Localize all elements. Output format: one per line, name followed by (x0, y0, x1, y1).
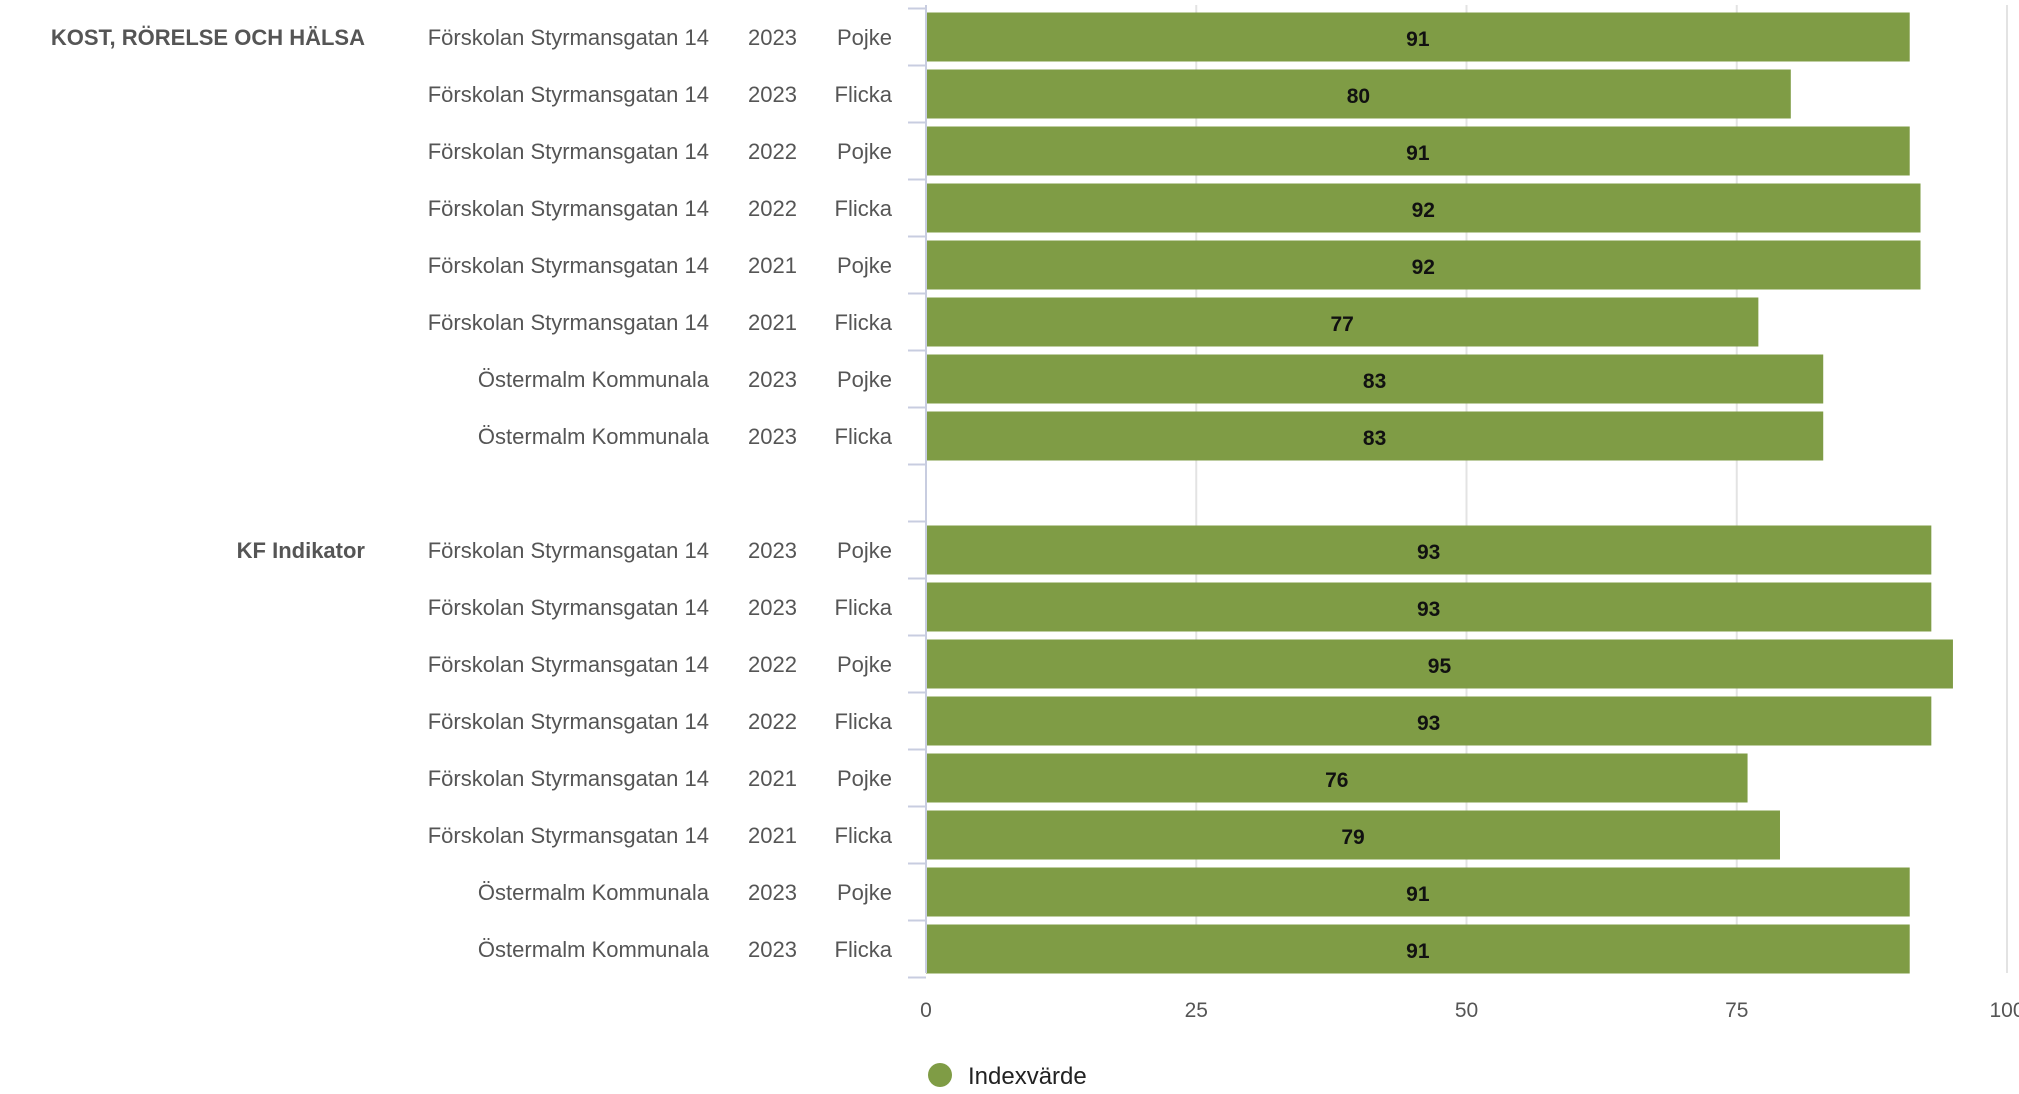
data-label: 83 (1363, 370, 1386, 393)
legend-label[interactable]: Indexvärde (968, 1063, 1087, 1090)
bar[interactable] (926, 810, 1780, 860)
bar[interactable] (926, 753, 1748, 803)
category-unit-label: Förskolan Styrmansgatan 14 (428, 823, 709, 848)
category-unit-label: Förskolan Styrmansgatan 14 (428, 82, 709, 107)
legend-marker[interactable] (928, 1063, 952, 1087)
category-unit-label: Förskolan Styrmansgatan 14 (428, 196, 709, 221)
category-unit-label: Förskolan Styrmansgatan 14 (428, 538, 709, 563)
category-year-label: 2022 (748, 139, 797, 164)
x-tick-label: 0 (920, 999, 932, 1022)
category-year-label: 2023 (748, 538, 797, 563)
bar[interactable] (926, 582, 1932, 632)
category-gender-label: Flicka (835, 82, 893, 107)
category-gender-label: Flicka (835, 595, 893, 620)
data-label: 80 (1347, 85, 1370, 108)
category-gender-label: Flicka (835, 310, 893, 335)
data-label: 83 (1363, 427, 1386, 450)
data-label: 91 (1406, 142, 1430, 165)
bar[interactable] (926, 924, 1910, 974)
category-gender-label: Pojke (837, 253, 892, 278)
category-year-label: 2023 (748, 367, 797, 392)
bar[interactable] (926, 867, 1910, 917)
bar[interactable] (926, 639, 1953, 689)
category-year-label: 2023 (748, 82, 797, 107)
category-unit-label: Förskolan Styrmansgatan 14 (428, 310, 709, 335)
axis-layer: 0 25 50 75 100 (908, 5, 2019, 1022)
category-unit-label: Förskolan Styrmansgatan 14 (428, 139, 709, 164)
category-year-label: 2023 (748, 25, 797, 50)
data-label: 93 (1417, 598, 1440, 621)
category-unit-label: Östermalm Kommunala (478, 424, 710, 449)
category-gender-label: Pojke (837, 538, 892, 563)
bar[interactable] (926, 354, 1824, 404)
category-gender-label: Flicka (835, 709, 893, 734)
category-unit-label: Östermalm Kommunala (478, 937, 710, 962)
category-year-label: 2021 (748, 310, 797, 335)
bar[interactable] (926, 240, 1921, 290)
bar[interactable] (926, 183, 1921, 233)
data-label: 77 (1331, 313, 1354, 336)
category-year-label: 2021 (748, 766, 797, 791)
data-label: 92 (1412, 199, 1435, 222)
category-gender-label: Pojke (837, 652, 892, 677)
x-tick-label: 75 (1725, 999, 1748, 1022)
group-label: KF Indikator (237, 538, 366, 563)
x-tick-label: 25 (1185, 999, 1208, 1022)
bar[interactable] (926, 69, 1791, 119)
data-label: 91 (1406, 940, 1430, 963)
category-gender-label: Pojke (837, 880, 892, 905)
category-gender-label: Flicka (835, 937, 893, 962)
category-unit-label: Förskolan Styrmansgatan 14 (428, 595, 709, 620)
category-year-label: 2023 (748, 595, 797, 620)
data-label: 76 (1325, 769, 1348, 792)
bar[interactable] (926, 12, 1910, 62)
category-gender-label: Pojke (837, 25, 892, 50)
category-gender-label: Pojke (837, 139, 892, 164)
category-year-label: 2023 (748, 937, 797, 962)
category-unit-label: Östermalm Kommunala (478, 880, 710, 905)
category-year-label: 2021 (748, 253, 797, 278)
category-unit-label: Förskolan Styrmansgatan 14 (428, 709, 709, 734)
category-year-label: 2022 (748, 196, 797, 221)
category-year-label: 2021 (748, 823, 797, 848)
category-year-label: 2023 (748, 424, 797, 449)
legend[interactable]: Indexvärde (928, 1063, 1087, 1090)
category-gender-label: Pojke (837, 766, 892, 791)
category-year-label: 2022 (748, 652, 797, 677)
x-tick-label: 100 (1989, 999, 2019, 1022)
category-gender-label: Flicka (835, 823, 893, 848)
bar[interactable] (926, 126, 1910, 176)
data-label: 93 (1417, 541, 1440, 564)
data-label: 91 (1406, 883, 1430, 906)
bar[interactable] (926, 525, 1932, 575)
bar[interactable] (926, 297, 1759, 347)
labels-layer: 91 Pojke 2023 Förskolan Styrmansgatan 14 80 F… (51, 25, 1452, 963)
data-label: 93 (1417, 712, 1440, 735)
category-year-label: 2023 (748, 880, 797, 905)
category-year-label: 2022 (748, 709, 797, 734)
x-tick-label: 50 (1455, 999, 1478, 1022)
bar[interactable] (926, 411, 1824, 461)
category-unit-label: Förskolan Styrmansgatan 14 (428, 253, 709, 278)
category-gender-label: Flicka (835, 424, 893, 449)
data-label: 91 (1406, 28, 1430, 51)
data-label: 92 (1412, 256, 1435, 279)
category-unit-label: Förskolan Styrmansgatan 14 (428, 766, 709, 791)
group-label: KOST, RÖRELSE OCH HÄLSA (51, 25, 365, 50)
category-unit-label: Östermalm Kommunala (478, 367, 710, 392)
bars-layer (926, 12, 1953, 974)
category-unit-label: Förskolan Styrmansgatan 14 (428, 652, 709, 677)
bar[interactable] (926, 696, 1932, 746)
category-unit-label: Förskolan Styrmansgatan 14 (428, 25, 709, 50)
data-label: 79 (1341, 826, 1364, 849)
category-gender-label: Pojke (837, 367, 892, 392)
data-label: 95 (1428, 655, 1452, 678)
category-gender-label: Flicka (835, 196, 893, 221)
